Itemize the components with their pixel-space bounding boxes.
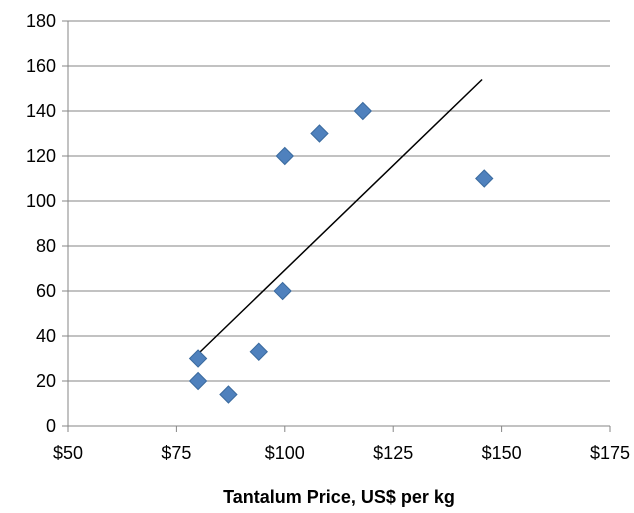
data-point: [188, 349, 208, 368]
trendline: [199, 78, 483, 353]
y-tick-label: 20: [36, 371, 56, 391]
data-point: [219, 385, 238, 404]
data-point: [249, 342, 268, 361]
data-point: [273, 281, 292, 301]
x-tick-label: $50: [53, 443, 83, 463]
data-point: [475, 169, 494, 188]
y-tick-label: 80: [36, 236, 56, 256]
x-axis-title: Tantalum Price, US$ per kg: [223, 487, 455, 507]
y-tick-label: 120: [26, 146, 56, 166]
y-tick-label: 140: [26, 101, 56, 121]
y-tick-label: 40: [36, 326, 56, 346]
y-tick-labels: 0 20 40 60 80 100 120 140 160 180: [26, 11, 56, 436]
x-tick-label: $150: [482, 443, 522, 463]
trendline-group: [199, 78, 483, 353]
y-tick-label: 160: [26, 56, 56, 76]
data-point: [275, 146, 295, 166]
y-tick-label: 180: [26, 11, 56, 31]
x-tick-labels: $50 $75 $100 $125 $150 $175: [53, 443, 630, 463]
y-tick-label: 100: [26, 191, 56, 211]
y-tick-label: 0: [46, 416, 56, 436]
data-points: [188, 101, 494, 404]
y-tick-label: 60: [36, 281, 56, 301]
x-tick-label: $175: [590, 443, 630, 463]
data-point: [188, 371, 208, 391]
gridlines: [68, 20, 610, 382]
data-point: [353, 101, 373, 121]
axes: [62, 20, 611, 432]
x-tick-label: $100: [265, 443, 305, 463]
data-point: [310, 124, 329, 143]
x-tick-label: $75: [161, 443, 191, 463]
x-tick-label: $125: [373, 443, 413, 463]
